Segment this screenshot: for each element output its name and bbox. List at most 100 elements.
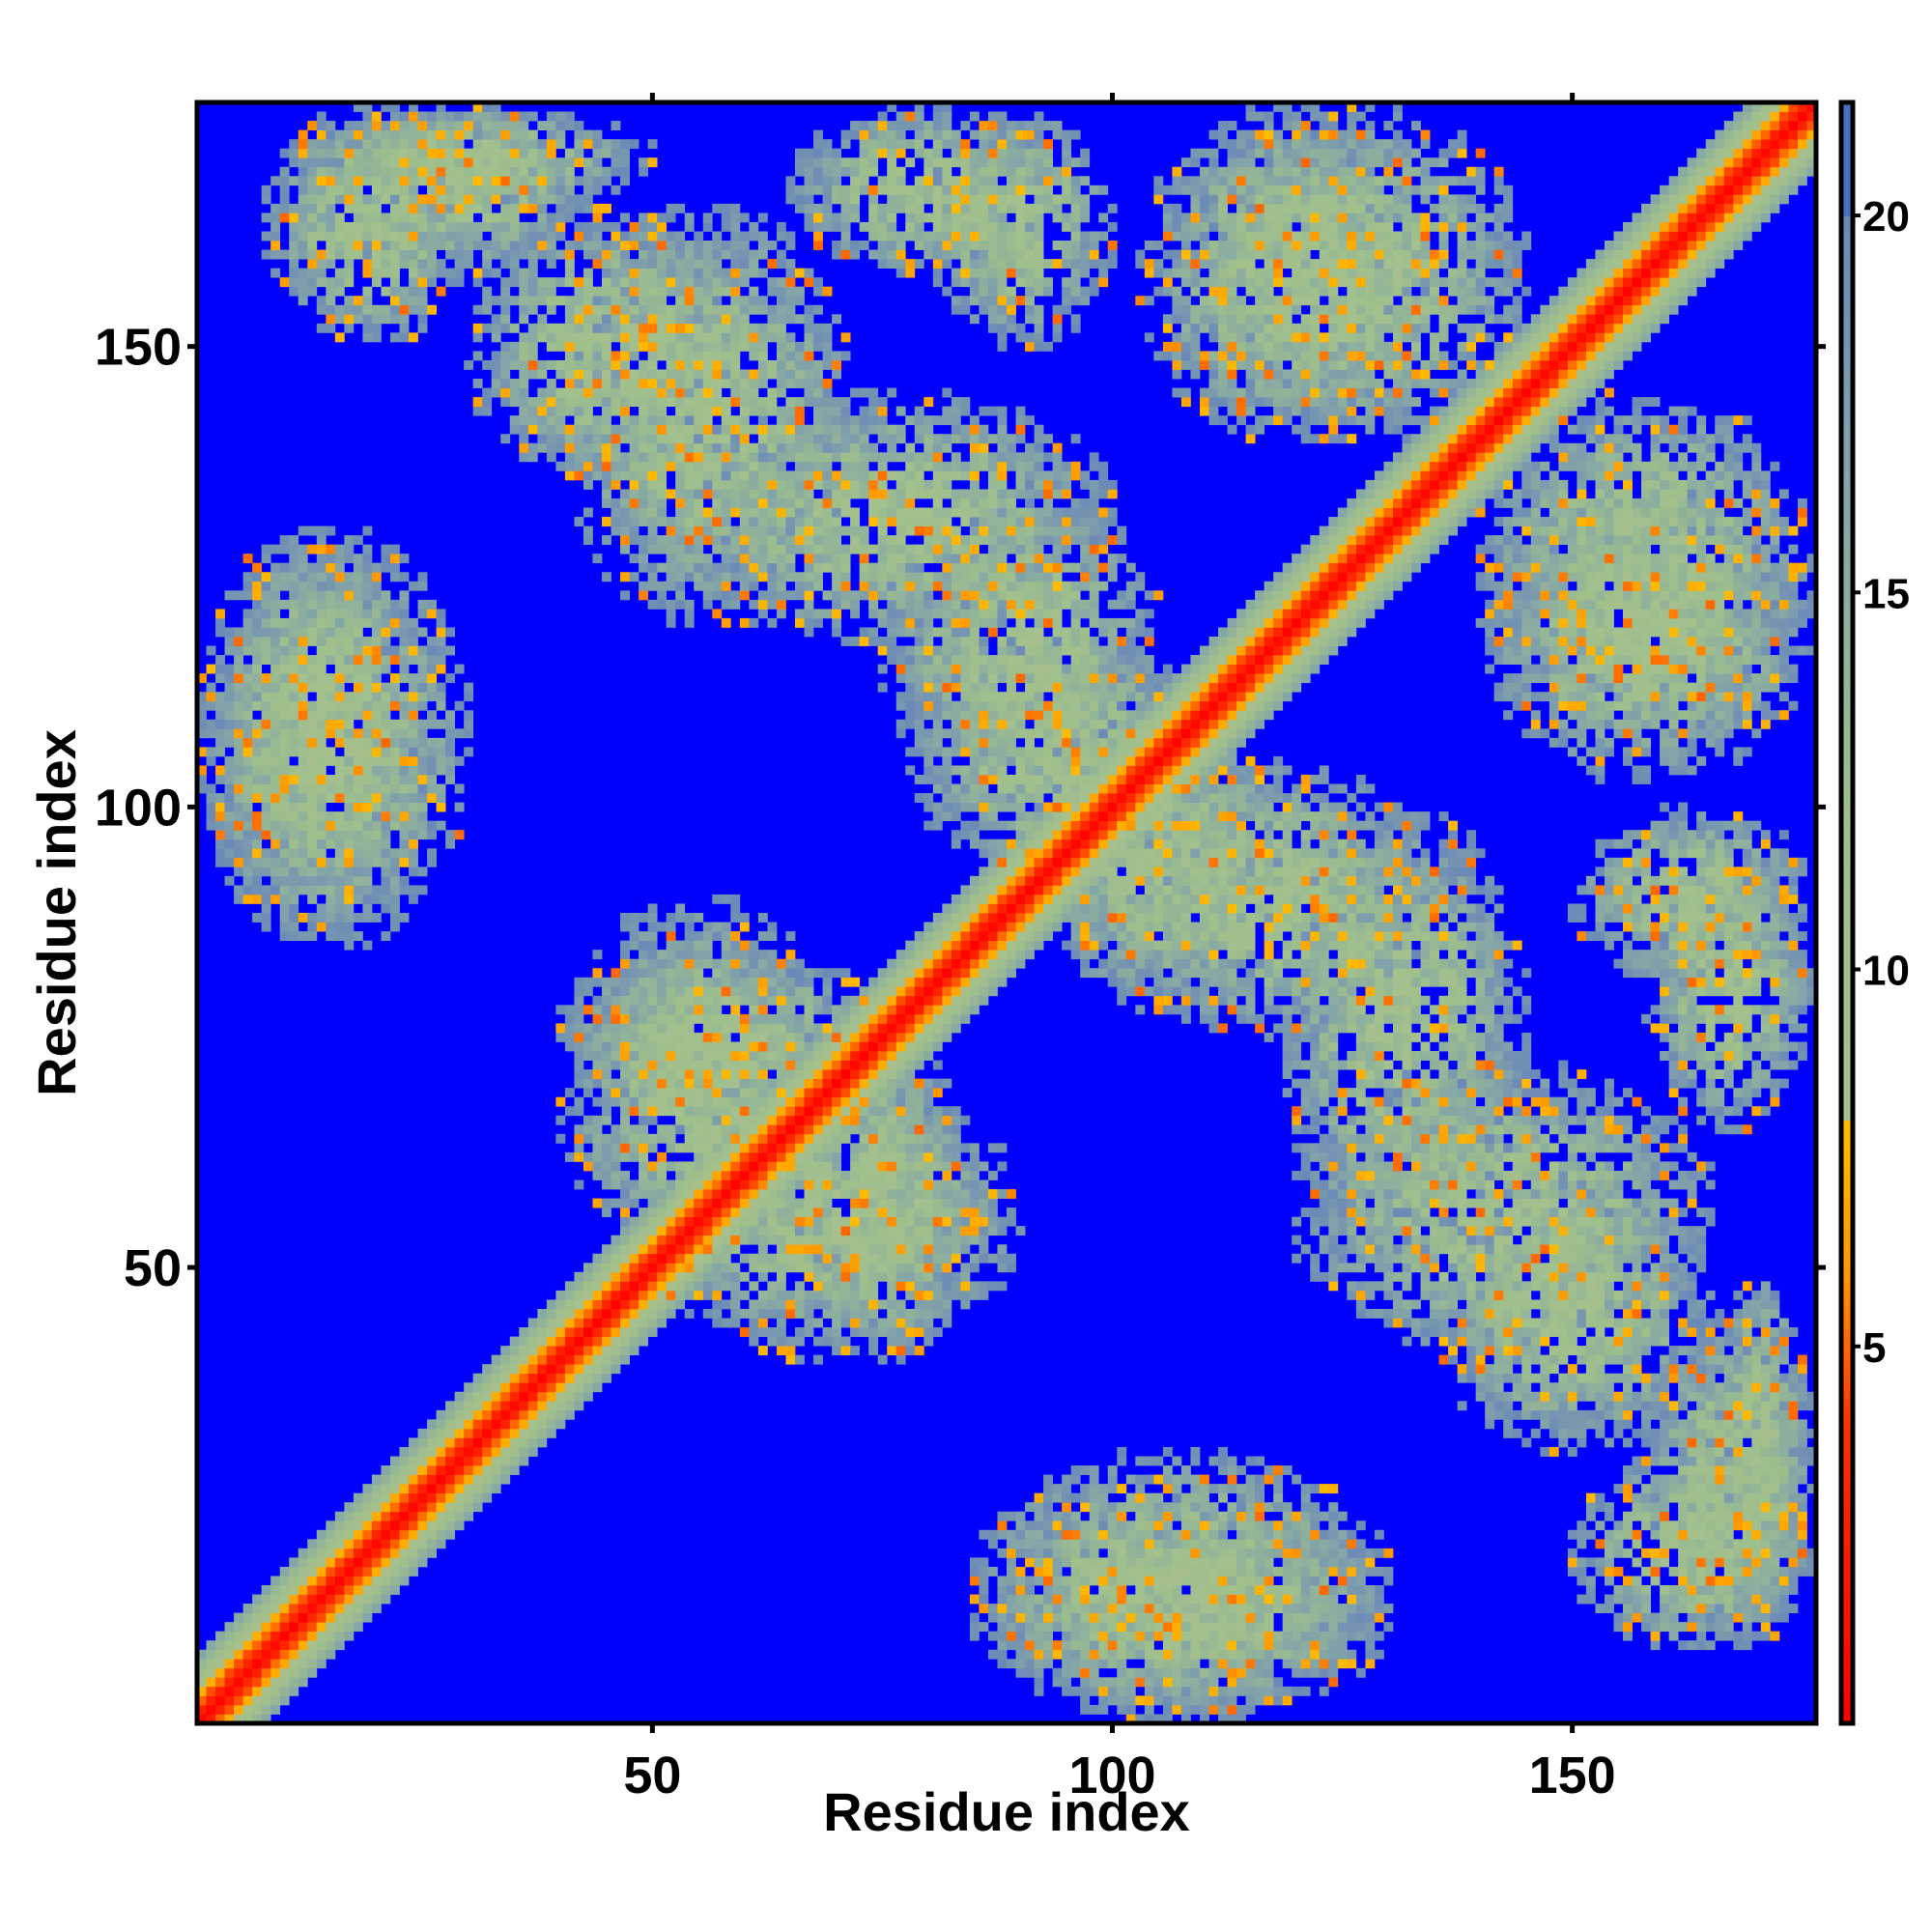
heatmap-cell [279,176,290,186]
heatmap-cell [206,1695,216,1706]
heatmap-cell [582,1078,593,1089]
heatmap-cell [602,1041,611,1052]
heatmap-cell [399,627,410,638]
heatmap-cell [639,406,649,416]
heatmap-cell [307,249,318,260]
heatmap-cell [279,848,290,859]
heatmap-cell [298,296,308,306]
heatmap-cell [657,241,668,250]
heatmap-cell [721,341,731,352]
heatmap-cell [850,1096,861,1107]
heatmap-cell [694,249,704,260]
heatmap-cell [822,986,833,997]
heatmap-cell [252,1667,263,1678]
heatmap-cell [307,194,318,205]
heatmap-cell [344,581,355,591]
heatmap-cell [582,304,593,315]
heatmap-cell [472,406,483,416]
heatmap-cell [684,1253,695,1264]
heatmap-cell [739,1226,750,1236]
heatmap-cell [279,617,290,628]
heatmap-cell [582,203,593,213]
heatmap-cell [785,497,796,508]
heatmap-cell [620,148,630,158]
heatmap-cell [757,1263,768,1273]
heatmap-cell [252,1704,263,1715]
heatmap-cell [647,517,658,526]
heatmap-cell [721,424,731,435]
heatmap-cell [694,1115,704,1125]
heatmap-cell [316,765,327,776]
heatmap-cell [454,664,465,674]
heatmap-cell [730,1051,741,1061]
heatmap-cell [694,489,704,499]
heatmap-cell [611,1032,621,1042]
heatmap-cell [381,599,391,610]
heatmap-cell [261,1622,271,1633]
heatmap-cell [666,1253,676,1264]
heatmap-cell [684,1244,695,1255]
heatmap-cell [684,958,695,969]
heatmap-cell [712,231,723,242]
heatmap-cell [270,793,281,803]
heatmap-cell [307,166,318,177]
heatmap-cell [684,1143,695,1153]
heatmap-cell [279,1566,290,1577]
heatmap-cell [657,415,668,426]
heatmap-cell [813,470,823,481]
heatmap-cell [620,139,630,150]
heatmap-cell [527,1373,538,1383]
heatmap-cell [381,221,391,232]
heatmap-cell [840,599,851,610]
heatmap-cell [813,479,823,490]
heatmap-cell [298,203,308,213]
heatmap-cell [436,1539,446,1549]
heatmap-cell [877,213,888,223]
heatmap-cell [822,203,833,213]
heatmap-cell [270,572,281,582]
heatmap-cell [564,341,575,352]
heatmap-cell [592,1096,603,1107]
heatmap-cell [399,747,410,757]
heatmap-cell [702,1032,713,1042]
heatmap-cell [639,1170,649,1180]
heatmap-cell [574,1069,584,1080]
heatmap-cell [592,1124,603,1135]
heatmap-cell [491,249,501,260]
heatmap-cell [694,1051,704,1061]
heatmap-cell [822,452,833,463]
heatmap-cell [371,1557,382,1568]
heatmap-cell [877,259,888,270]
heatmap-cell [620,1198,630,1208]
heatmap-cell [252,609,263,619]
heatmap-cell [362,913,373,923]
heatmap-cell [804,424,814,435]
heatmap-cell [252,838,263,849]
heatmap-cell [767,387,778,398]
heatmap-cell [730,1271,741,1282]
heatmap-cell [417,1539,428,1549]
heatmap-cell [362,875,373,886]
heatmap-cell [436,1446,446,1457]
heatmap-cell [749,1198,759,1208]
heatmap-cell [859,526,869,536]
heatmap-cell [639,1078,649,1089]
heatmap-cell [859,1078,869,1089]
heatmap-cell [261,802,271,812]
heatmap-cell [602,1013,611,1024]
heatmap-cell [712,1096,723,1107]
heatmap-cell [289,700,299,711]
heatmap-cell [794,1198,805,1208]
heatmap-cell [555,1318,566,1328]
heatmap-cell [702,1290,713,1300]
heatmap-cell [721,452,731,463]
heatmap-cell [454,129,465,140]
heatmap-cell [675,379,686,388]
heatmap-cell [840,479,851,490]
heatmap-cell [776,387,786,398]
heatmap-cell [564,121,575,130]
heatmap-cell [279,544,290,554]
heatmap-cell [776,470,786,481]
heatmap-cell [868,609,879,619]
heatmap-cell [602,1161,611,1172]
